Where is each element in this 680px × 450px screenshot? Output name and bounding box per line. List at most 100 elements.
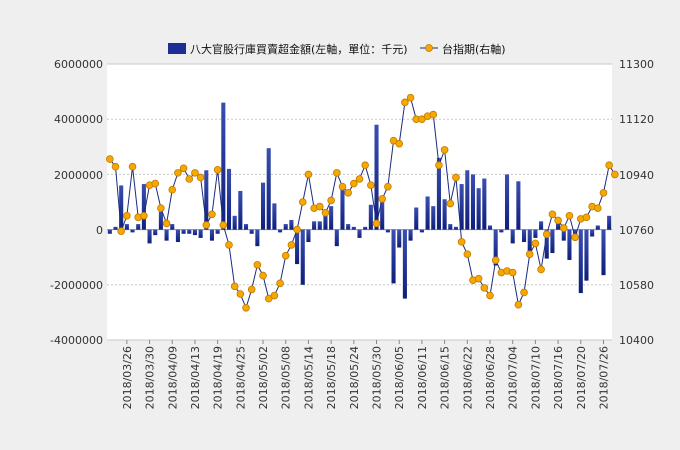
bar [380,202,385,230]
line-point [168,185,177,194]
line-point [571,233,579,242]
line-point [321,208,330,217]
line-point [531,239,540,248]
x-tick-label: 2018/05/24 [348,346,361,409]
left-tick-label: 4000000 [54,113,103,126]
bar [385,229,390,233]
line-point [213,166,222,174]
bar [107,229,112,234]
line-point [281,251,290,260]
bar [175,229,180,243]
bar [408,229,413,241]
line-point [157,204,165,212]
line-point [446,199,455,208]
line-point [486,291,494,300]
line-point [128,162,137,171]
right-tick-label: 10940 [619,169,654,182]
x-tick-label: 2018/05/08 [280,346,293,409]
line-point [298,198,307,206]
line-point [333,169,341,177]
bar [584,229,589,281]
bar [442,199,447,230]
line-point [242,303,250,312]
line-point [219,221,228,229]
line-point [179,164,188,173]
line-point [440,146,449,154]
line-point [378,195,386,203]
line-point [457,238,466,246]
bar [198,229,203,238]
x-tick-label: 2018/05/02 [257,346,270,409]
line-point [270,291,279,300]
line-point [508,268,517,277]
bar [453,226,459,230]
x-tick-label: 2018/04/13 [189,346,202,409]
bar [590,229,595,237]
line-point [480,284,489,292]
line-point [140,212,148,220]
x-tick-label: 2018/05/18 [325,346,338,409]
bar [459,184,464,230]
bar-series [107,102,612,299]
bar [522,229,527,243]
bar [527,229,532,252]
x-tick-label: 2018/03/30 [144,346,157,409]
legend-bar-swatch [168,43,186,54]
line-point [565,212,574,220]
bar [260,182,266,230]
bar [414,207,419,230]
line-point [208,210,216,219]
bar [249,229,254,234]
bar [306,229,311,243]
line-point [514,300,523,309]
bar [312,221,317,230]
line-point [435,161,443,170]
x-tick-label: 2018/07/26 [597,346,610,409]
bar [567,229,572,260]
bar [340,186,345,230]
line-point [559,224,568,232]
line-point [350,179,358,188]
legend-line-label: 台指期(右軸) [442,42,506,56]
x-tick-label: 2018/05/14 [302,346,315,409]
bar [493,229,498,266]
line-point [582,213,591,222]
bar [533,229,538,238]
bar [476,188,481,230]
bar [147,229,152,244]
line-point [276,279,284,288]
x-axis: 2018/03/26 2018/03/30 2018/04/09 2018/04/13… [121,340,610,409]
line-point [202,221,211,229]
bar [187,229,192,234]
x-tick-label: 2018/04/19 [212,346,225,409]
line-point [542,230,551,239]
line-point [491,256,500,265]
bar [561,229,566,241]
bar [419,229,424,233]
line-point [537,265,545,274]
line-point [247,285,256,294]
line-point [338,182,347,191]
line-point [111,162,120,171]
x-tick-label: 2018/07/20 [575,346,588,409]
legend-bar-label: 八大官股行庫買賣超金額(左軸，單位：千元) [190,42,408,56]
x-tick-label: 2018/06/28 [484,346,497,409]
x-tick-label: 2018/07/16 [552,346,565,409]
bar [266,148,271,230]
bar [141,184,146,230]
bar [119,185,124,230]
line-point [151,179,160,188]
x-tick-label: 2018/04/09 [166,346,179,409]
line-point [264,294,273,303]
bar [334,229,339,247]
x-tick-label: 2018/06/11 [416,346,429,409]
line-point [525,250,534,258]
bar [278,229,283,233]
legend: 八大官股行庫買賣超金額(左軸，單位：千元) 台指期(右軸) [168,42,506,56]
bar [323,210,328,230]
line-point [418,115,426,123]
bar [448,224,453,230]
left-tick-label: -4000000 [50,334,103,347]
line-series [106,93,619,312]
left-tick-label: 0 [96,224,103,237]
